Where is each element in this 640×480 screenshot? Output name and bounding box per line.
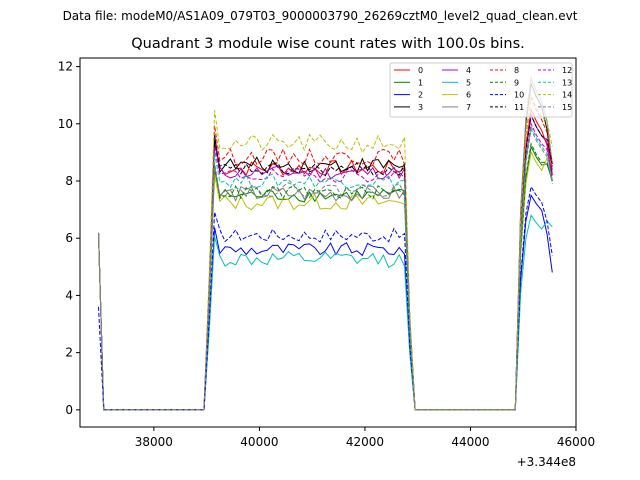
legend-label-10: 10 xyxy=(514,91,524,100)
y-tick-label: 4 xyxy=(65,288,73,302)
x-tick-label: 44000 xyxy=(451,435,489,449)
legend-box xyxy=(389,62,573,118)
x-tick-label: 38000 xyxy=(135,435,173,449)
legend-label-4: 4 xyxy=(466,66,471,75)
y-tick-label: 6 xyxy=(65,231,73,245)
chart-title: Quadrant 3 module wise count rates with … xyxy=(131,36,525,52)
legend-label-3: 3 xyxy=(418,103,423,112)
legend-label-14: 14 xyxy=(562,91,572,100)
x-axis: 38000 40000 42000 44000 46000 xyxy=(135,427,595,449)
legend-label-11: 11 xyxy=(514,103,524,112)
legend-label-1: 1 xyxy=(418,78,423,87)
plot-frame xyxy=(79,57,577,428)
plot-background xyxy=(80,58,576,427)
x-offset-label: +3.344e8 xyxy=(517,455,576,469)
legend-label-0: 0 xyxy=(418,66,423,75)
legend-label-8: 8 xyxy=(514,66,519,75)
y-tick-label: 12 xyxy=(58,60,73,74)
legend-label-12: 12 xyxy=(562,66,572,75)
legend-label-6: 6 xyxy=(466,91,471,100)
y-axis: 0 2 4 6 8 10 12 xyxy=(58,60,80,417)
legend-label-2: 2 xyxy=(418,91,423,100)
y-tick-label: 0 xyxy=(65,403,73,417)
legend-label-5: 5 xyxy=(466,78,471,87)
series-layer xyxy=(98,76,553,411)
legend-label-9: 9 xyxy=(514,78,519,87)
x-tick-label: 40000 xyxy=(240,435,278,449)
y-tick-label: 10 xyxy=(58,117,73,131)
x-tick-label: 42000 xyxy=(346,435,384,449)
legend-label-7: 7 xyxy=(466,103,471,112)
y-tick-label: 2 xyxy=(65,346,73,360)
suptitle: Data file: modeM0/AS1A09_079T03_90000037… xyxy=(63,9,578,23)
legend-label-15: 15 xyxy=(562,103,572,112)
x-tick-label: 46000 xyxy=(557,435,595,449)
series-line-15 xyxy=(98,127,553,411)
legend-label-13: 13 xyxy=(562,78,572,87)
y-tick-label: 8 xyxy=(65,174,73,188)
